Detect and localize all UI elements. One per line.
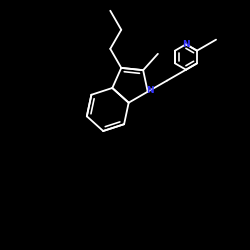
- Text: N: N: [182, 40, 190, 49]
- Text: N: N: [146, 86, 154, 95]
